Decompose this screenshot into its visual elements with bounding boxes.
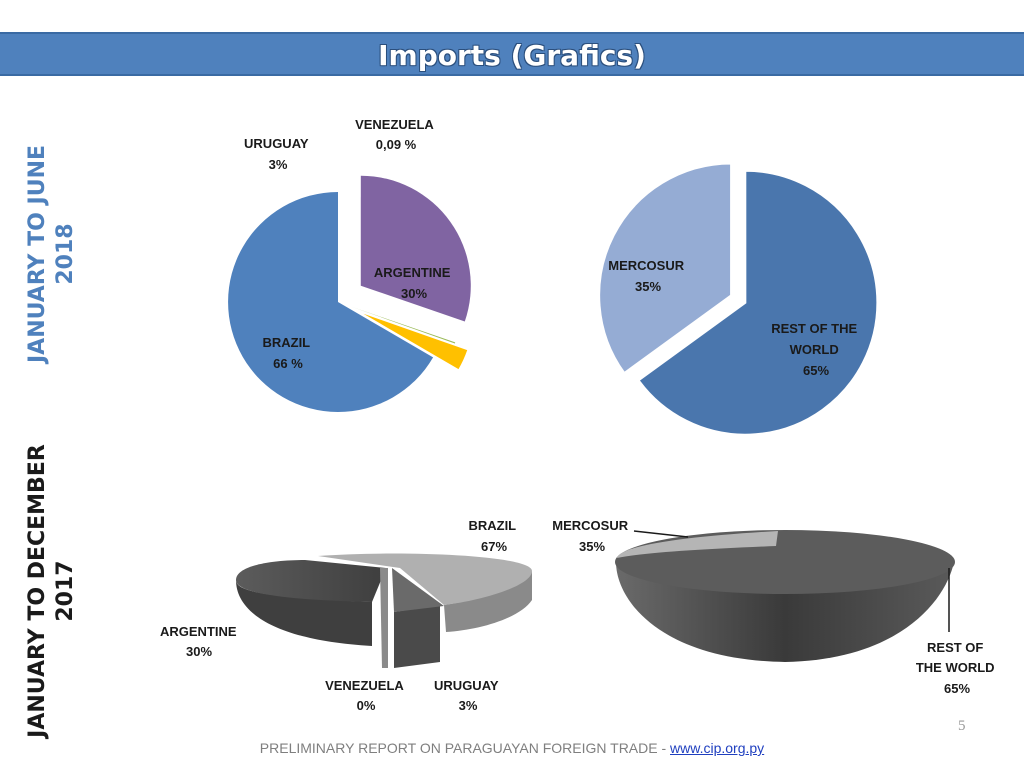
pie-slice-brazil bbox=[318, 553, 532, 605]
pie-slice-mercosur bbox=[598, 162, 733, 375]
title-bar: Imports (Grafics) bbox=[0, 32, 1024, 76]
pie-slice-brazil bbox=[228, 192, 434, 412]
pie-slice-venezuela bbox=[351, 306, 456, 344]
pie-slice-rest-of-world bbox=[637, 169, 879, 436]
leader-line-mercosur bbox=[633, 530, 689, 538]
pie-slice-uruguay bbox=[392, 568, 444, 612]
page-title: Imports (Grafics) bbox=[378, 39, 646, 72]
pie-slice-argentine bbox=[236, 560, 386, 602]
label-argentine-2017: ARGENTINE 30% bbox=[160, 624, 240, 659]
pie-slice-rest-of-world bbox=[615, 530, 955, 594]
label-venezuela-2017: VENEZUELA 0% bbox=[325, 678, 407, 713]
label-brazil-2018: BRAZIL 66 % bbox=[262, 335, 313, 371]
pie-slice-mercosur bbox=[617, 531, 778, 558]
footer: PRELIMINARY REPORT ON PARAGUAYAN FOREIGN… bbox=[0, 740, 1024, 756]
pie-slice-uruguay bbox=[363, 313, 468, 370]
label-rest-of-world-2018: REST OF THE WORLD 65% bbox=[771, 321, 861, 378]
label-mercosur-2017: MERCOSUR 35% bbox=[552, 518, 631, 554]
pie-side-argentine bbox=[236, 580, 372, 646]
pie-chart-regions-2017: MERCOSUR 35% REST OF THE WORLD 65% bbox=[552, 518, 998, 696]
page-number: 5 bbox=[958, 718, 966, 734]
footer-text: PRELIMINARY REPORT ON PARAGUAYAN FOREIGN… bbox=[259, 740, 671, 756]
label-uruguay-2018: URUGUAY 3% bbox=[244, 136, 312, 172]
label-rest-of-world-2017: REST OF THE WORLD 65% bbox=[916, 640, 998, 696]
label-mercosur-2018: MERCOSUR 35% bbox=[608, 258, 687, 294]
label-uruguay-2017: URUGUAY 3% bbox=[434, 678, 502, 713]
pie-chart-countries-2018: VENEZUELA 0,09 % URUGUAY 3% ARGENTINE 30… bbox=[228, 117, 471, 412]
label-argentine-2018: ARGENTINE 30% bbox=[374, 265, 454, 301]
pie-side-brazil bbox=[444, 570, 532, 632]
label-venezuela-2018: VENEZUELA 0,09 % bbox=[355, 117, 437, 152]
pie-side-uruguay bbox=[394, 605, 440, 668]
pie-chart-regions-2018: MERCOSUR 35% REST OF THE WORLD 65% bbox=[598, 162, 879, 436]
label-brazil-2017: BRAZIL 67% bbox=[468, 518, 519, 554]
pie-slice-venezuela bbox=[380, 568, 388, 668]
pie-chart-countries-2017: BRAZIL 67% ARGENTINE 30% VENEZUELA 0% UR… bbox=[160, 518, 532, 713]
pie-slice-argentine bbox=[360, 175, 471, 322]
footer-link[interactable]: www.cip.org.py bbox=[670, 740, 765, 756]
